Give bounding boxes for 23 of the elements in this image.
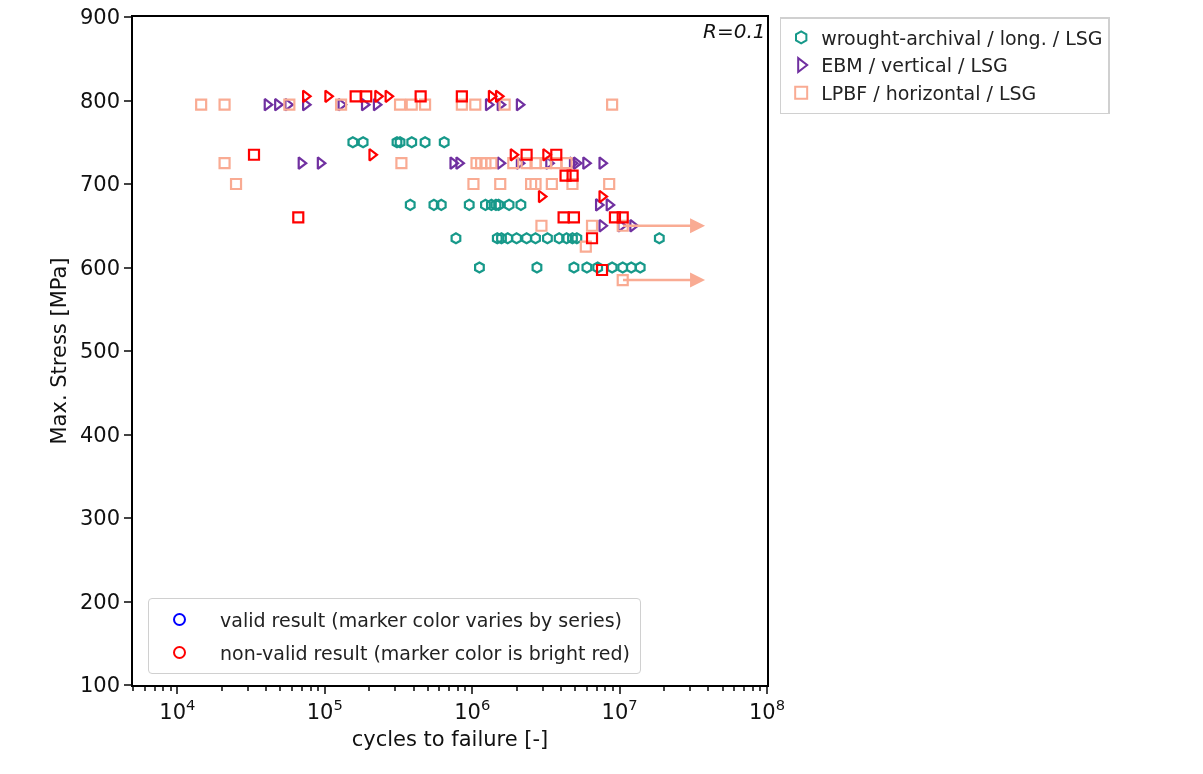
x-axis-title: cycles to failure [-] xyxy=(351,726,549,751)
annotation: R=0.1 xyxy=(703,19,766,43)
y-axis-title: Max. Stress [MPa] xyxy=(46,257,71,445)
y-tick-label: 300 xyxy=(79,506,121,531)
x-tick-label: 10$^{5}$ xyxy=(306,696,343,724)
legend-label: LPBF / horizontal / LSG xyxy=(821,82,1037,105)
y-tick-label: 600 xyxy=(79,255,121,280)
x-tick-label: 10$^{4}$ xyxy=(159,696,196,724)
legend-label: wrought-archival / long. / LSG xyxy=(821,26,1103,49)
y-tick-label: 900 xyxy=(79,5,121,30)
y-tick-label: 400 xyxy=(79,422,121,447)
y-tick-label: 100 xyxy=(79,673,121,698)
annotation: non-valid result (marker color is bright red) xyxy=(220,641,630,664)
x-tick-label: 10$^{8}$ xyxy=(748,696,786,724)
y-tick-label: 700 xyxy=(79,172,121,197)
legend-box: valid result (marker color varies by series) non-valid result (marker color is bright red) xyxy=(148,598,641,674)
legend-label: EBM / vertical / LSG xyxy=(821,54,1008,77)
annotation: valid result (marker color varies by series) xyxy=(220,608,623,631)
x-tick-label: 10$^{7}$ xyxy=(601,696,638,724)
x-tick-label: 10$^{6}$ xyxy=(454,696,491,724)
y-tick-label: 800 xyxy=(79,88,121,113)
y-tick-label: 200 xyxy=(79,589,121,614)
y-tick-label: 500 xyxy=(79,339,121,364)
